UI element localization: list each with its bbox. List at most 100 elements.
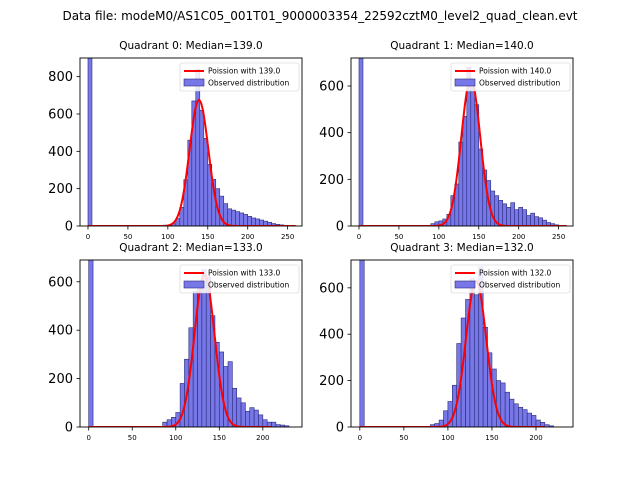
histogram-bar bbox=[195, 68, 201, 226]
histogram-bar bbox=[262, 419, 268, 427]
histogram-bar bbox=[247, 215, 252, 226]
histogram-bar bbox=[239, 212, 245, 226]
histogram-bar bbox=[251, 217, 256, 226]
x-tick-label: 0 bbox=[358, 434, 362, 442]
y-tick-label: 800 bbox=[48, 70, 73, 85]
legend-box bbox=[179, 264, 300, 294]
histogram-bar bbox=[530, 212, 535, 226]
y-tick-label: 0 bbox=[65, 421, 73, 436]
y-tick-label: 600 bbox=[319, 281, 344, 296]
legend-label-poisson: Poission with 140.0 bbox=[479, 67, 552, 76]
histogram-bar bbox=[509, 398, 515, 427]
x-tick-label: 100 bbox=[432, 233, 445, 241]
legend: Poission with 133.0 Observed distribution bbox=[179, 264, 300, 294]
histogram-bar bbox=[255, 218, 260, 226]
panel-title: Quadrant 2: Median=133.0 bbox=[119, 242, 262, 254]
axes-frame bbox=[350, 57, 574, 227]
histogram-bar bbox=[522, 409, 528, 427]
legend-label-poisson: Poission with 132.0 bbox=[479, 269, 552, 278]
y-tick-label: 0 bbox=[65, 220, 73, 235]
histogram-bar bbox=[359, 260, 365, 427]
panel-quadrant-0: Quadrant 0: Median=139.0 0 50 100 150 200 250 0… bbox=[48, 40, 303, 241]
legend-label-observed: Observed distribution bbox=[479, 79, 560, 88]
histogram-bar bbox=[249, 407, 255, 427]
legend: Poission with 140.0 Observed distribution bbox=[450, 62, 571, 92]
legend-label-poisson: Poission with 139.0 bbox=[208, 67, 281, 76]
x-tick-label: 150 bbox=[201, 233, 214, 241]
histogram-bar bbox=[531, 415, 537, 427]
x-tick-label: 100 bbox=[169, 434, 182, 442]
legend-label-observed: Observed distribution bbox=[479, 281, 560, 290]
histogram-bar bbox=[258, 414, 264, 427]
panel-title: Quadrant 0: Median=139.0 bbox=[119, 40, 262, 52]
histogram-bar bbox=[534, 216, 539, 226]
panel-title: Quadrant 3: Median=132.0 bbox=[390, 242, 533, 254]
y-tick-label: 400 bbox=[48, 145, 73, 160]
histogram-bar bbox=[526, 412, 532, 427]
poisson-curve bbox=[358, 77, 567, 226]
axes-frame bbox=[350, 259, 574, 428]
y-tick-label: 200 bbox=[48, 372, 73, 387]
x-tick-label: 50 bbox=[128, 434, 137, 442]
x-tick-label: 150 bbox=[485, 434, 498, 442]
panel-quadrant-3: Quadrant 3: Median=132.0 0 50 100 150 200 0 200… bbox=[319, 242, 574, 442]
x-tick-label: 200 bbox=[512, 233, 525, 241]
histogram-bar bbox=[243, 214, 248, 226]
legend-bar-swatch bbox=[454, 78, 476, 87]
x-tick-label: 100 bbox=[161, 233, 174, 241]
histogram-bar bbox=[513, 403, 519, 427]
y-tick-label: 0 bbox=[336, 421, 344, 436]
legend-box bbox=[450, 62, 571, 92]
plot-area bbox=[87, 58, 296, 226]
x-tick-label: 200 bbox=[241, 233, 254, 241]
y-tick-label: 400 bbox=[48, 324, 73, 339]
y-tick-label: 600 bbox=[48, 108, 73, 123]
x-tick-label: 0 bbox=[86, 434, 90, 442]
y-tick-label: 0 bbox=[336, 220, 344, 235]
y-tick-label: 600 bbox=[48, 275, 73, 290]
plot-area bbox=[88, 260, 290, 427]
histogram-bar bbox=[522, 209, 527, 226]
y-tick-label: 200 bbox=[319, 374, 344, 389]
histogram-bar bbox=[538, 217, 543, 226]
histogram-bar bbox=[358, 58, 364, 226]
histogram-bar bbox=[498, 200, 504, 226]
poisson-curve bbox=[87, 98, 296, 226]
histogram-bar bbox=[231, 209, 237, 226]
x-tick-label: 0 bbox=[86, 233, 90, 241]
histogram-bar bbox=[518, 207, 523, 226]
histogram-bar bbox=[506, 207, 512, 226]
histogram-bar bbox=[474, 294, 480, 427]
axes-frame bbox=[79, 57, 303, 227]
histogram-bar bbox=[227, 208, 233, 226]
legend-label-poisson: Poission with 133.0 bbox=[208, 269, 281, 278]
x-tick-label: 50 bbox=[123, 233, 132, 241]
legend-bar-swatch bbox=[183, 78, 205, 87]
histogram-bar bbox=[199, 109, 205, 226]
x-tick-label: 50 bbox=[399, 434, 408, 442]
x-tick-label: 200 bbox=[256, 434, 269, 442]
panel-quadrant-1: Quadrant 1: Median=140.0 0 50 100 150 200 250 0… bbox=[319, 40, 574, 241]
histogram-bar bbox=[470, 81, 476, 226]
x-tick-label: 150 bbox=[213, 434, 226, 442]
histogram-bar bbox=[284, 425, 290, 427]
histogram-bar bbox=[518, 406, 524, 427]
x-tick-label: 200 bbox=[529, 434, 542, 442]
legend: Poission with 139.0 Observed distribution bbox=[179, 62, 300, 92]
histogram-bar bbox=[87, 58, 93, 226]
y-tick-label: 400 bbox=[319, 328, 344, 343]
legend-bar-swatch bbox=[454, 280, 476, 289]
legend-box bbox=[179, 62, 300, 92]
y-tick-label: 200 bbox=[48, 182, 73, 197]
x-tick-label: 250 bbox=[281, 233, 294, 241]
x-tick-label: 100 bbox=[441, 434, 454, 442]
y-tick-label: 400 bbox=[319, 126, 344, 141]
legend-bar-swatch bbox=[183, 280, 205, 289]
histogram-bar bbox=[253, 409, 259, 427]
histogram-bar bbox=[502, 203, 508, 226]
histogram-bar bbox=[535, 419, 541, 427]
histogram-bar bbox=[526, 215, 531, 226]
histogram-bar bbox=[462, 116, 468, 226]
x-tick-label: 150 bbox=[472, 233, 485, 241]
